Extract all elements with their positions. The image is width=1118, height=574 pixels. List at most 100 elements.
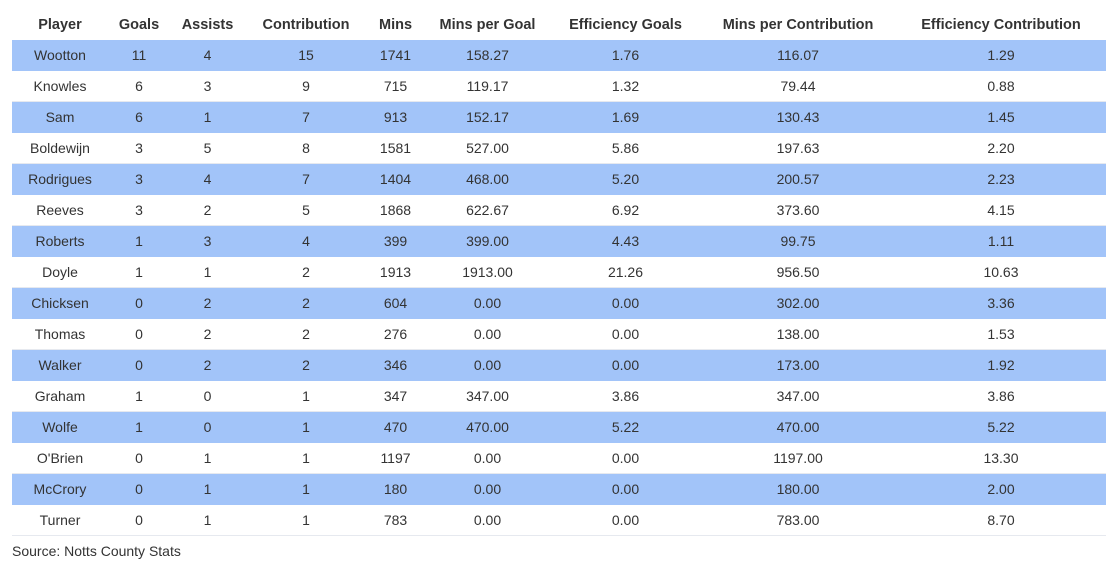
cell-mins-per-contribution: 138.00 (700, 318, 896, 350)
cell-efficiency-contribution: 8.70 (896, 504, 1106, 536)
table-row: Sam 6 1 7 913 152.17 1.69 130.43 1.45 (12, 101, 1106, 133)
cell-goals: 0 (108, 442, 170, 474)
cell-goals: 3 (108, 132, 170, 164)
cell-assists: 1 (170, 256, 245, 288)
table-row: O'Brien 0 1 1 1197 0.00 0.00 1197.00 13.30 (12, 442, 1106, 474)
cell-mins-per-contribution: 197.63 (700, 132, 896, 164)
cell-mins-per-goal: 0.00 (424, 442, 551, 474)
cell-assists: 2 (170, 194, 245, 226)
cell-goals: 0 (108, 473, 170, 505)
cell-efficiency-contribution: 5.22 (896, 411, 1106, 443)
cell-contribution: 5 (245, 194, 367, 226)
cell-player: Chicksen (12, 287, 108, 319)
table-row: Turner 0 1 1 783 0.00 0.00 783.00 8.70 (12, 504, 1106, 536)
cell-efficiency-contribution: 1.45 (896, 101, 1106, 133)
table-row: Rodrigues 3 4 7 1404 468.00 5.20 200.57 2.23 (12, 163, 1106, 195)
table-row: Graham 1 0 1 347 347.00 3.86 347.00 3.86 (12, 380, 1106, 412)
cell-mins-per-contribution: 470.00 (700, 411, 896, 443)
cell-efficiency-contribution: 4.15 (896, 194, 1106, 226)
cell-player: Sam (12, 101, 108, 133)
cell-mins: 783 (367, 504, 424, 536)
column-header-mins-per-contribution: Mins per Contribution (722, 16, 874, 33)
table-row: Walker 0 2 2 346 0.00 0.00 173.00 1.92 (12, 349, 1106, 381)
cell-contribution: 7 (245, 101, 367, 133)
cell-mins-per-goal: 1913.00 (424, 256, 551, 288)
cell-mins-per-goal: 0.00 (424, 349, 551, 381)
cell-efficiency-goals: 1.32 (551, 70, 700, 102)
cell-efficiency-contribution: 1.92 (896, 349, 1106, 381)
cell-contribution: 4 (245, 225, 367, 257)
cell-efficiency-goals: 0.00 (551, 442, 700, 474)
table-row: Thomas 0 2 2 276 0.00 0.00 138.00 1.53 (12, 318, 1106, 350)
cell-player: Wolfe (12, 411, 108, 443)
cell-mins-per-goal: 152.17 (424, 101, 551, 133)
cell-efficiency-contribution: 1.11 (896, 225, 1106, 257)
cell-mins-per-contribution: 173.00 (700, 349, 896, 381)
cell-mins-per-goal: 0.00 (424, 318, 551, 350)
header-row: Player Goals Assists Contribution Mins Mins p… (12, 9, 1106, 40)
cell-efficiency-goals: 4.43 (551, 225, 700, 257)
cell-mins: 715 (367, 70, 424, 102)
cell-assists: 1 (170, 473, 245, 505)
cell-efficiency-goals: 5.20 (551, 163, 700, 195)
cell-player: McCrory (12, 473, 108, 505)
cell-efficiency-contribution: 10.63 (896, 256, 1106, 288)
cell-contribution: 1 (245, 504, 367, 536)
cell-efficiency-goals: 0.00 (551, 349, 700, 381)
cell-assists: 5 (170, 132, 245, 164)
cell-goals: 0 (108, 504, 170, 536)
cell-goals: 1 (108, 380, 170, 412)
cell-mins-per-goal: 0.00 (424, 504, 551, 536)
table-row: McCrory 0 1 1 180 0.00 0.00 180.00 2.00 (12, 473, 1106, 505)
cell-player: O'Brien (12, 442, 108, 474)
cell-contribution: 2 (245, 318, 367, 350)
cell-efficiency-contribution: 2.00 (896, 473, 1106, 505)
cell-mins-per-goal: 470.00 (424, 411, 551, 443)
cell-assists: 1 (170, 504, 245, 536)
cell-player: Turner (12, 504, 108, 536)
player-stats-table: Player Goals Assists Contribution Mins Mins p… (12, 9, 1106, 536)
cell-mins: 1404 (367, 163, 424, 195)
cell-assists: 3 (170, 225, 245, 257)
table-body: Wootton 11 4 15 1741 158.27 1.76 116.07 1.29 Know… (12, 40, 1106, 536)
cell-efficiency-goals: 5.22 (551, 411, 700, 443)
cell-assists: 1 (170, 101, 245, 133)
cell-mins: 1197 (367, 442, 424, 474)
cell-efficiency-contribution: 2.20 (896, 132, 1106, 164)
cell-efficiency-contribution: 3.86 (896, 380, 1106, 412)
cell-contribution: 8 (245, 132, 367, 164)
cell-efficiency-goals: 3.86 (551, 380, 700, 412)
cell-mins-per-contribution: 347.00 (700, 380, 896, 412)
cell-player: Reeves (12, 194, 108, 226)
cell-efficiency-contribution: 13.30 (896, 442, 1106, 474)
cell-assists: 4 (170, 40, 245, 71)
cell-goals: 3 (108, 163, 170, 195)
cell-player: Doyle (12, 256, 108, 288)
cell-mins-per-contribution: 956.50 (700, 256, 896, 288)
cell-mins-per-contribution: 302.00 (700, 287, 896, 319)
column-header-player: Player (38, 16, 82, 33)
cell-mins: 347 (367, 380, 424, 412)
cell-assists: 2 (170, 349, 245, 381)
cell-player: Wootton (12, 40, 108, 71)
cell-mins-per-contribution: 783.00 (700, 504, 896, 536)
cell-contribution: 1 (245, 473, 367, 505)
cell-player: Graham (12, 380, 108, 412)
cell-mins-per-goal: 527.00 (424, 132, 551, 164)
cell-efficiency-goals: 0.00 (551, 318, 700, 350)
table-row: Reeves 3 2 5 1868 622.67 6.92 373.60 4.15 (12, 194, 1106, 226)
cell-player: Knowles (12, 70, 108, 102)
cell-mins: 604 (367, 287, 424, 319)
cell-goals: 1 (108, 225, 170, 257)
cell-mins: 276 (367, 318, 424, 350)
cell-efficiency-contribution: 1.53 (896, 318, 1106, 350)
column-header-efficiency-contribution: Efficiency Contribution (921, 16, 1081, 33)
cell-assists: 3 (170, 70, 245, 102)
cell-mins-per-goal: 399.00 (424, 225, 551, 257)
source-note: Source: Notts County Stats (12, 543, 181, 559)
table-header: Player Goals Assists Contribution Mins Mins p… (12, 9, 1106, 40)
table-row: Chicksen 0 2 2 604 0.00 0.00 302.00 3.36 (12, 287, 1106, 319)
table-row: Wolfe 1 0 1 470 470.00 5.22 470.00 5.22 (12, 411, 1106, 443)
cell-mins-per-contribution: 180.00 (700, 473, 896, 505)
